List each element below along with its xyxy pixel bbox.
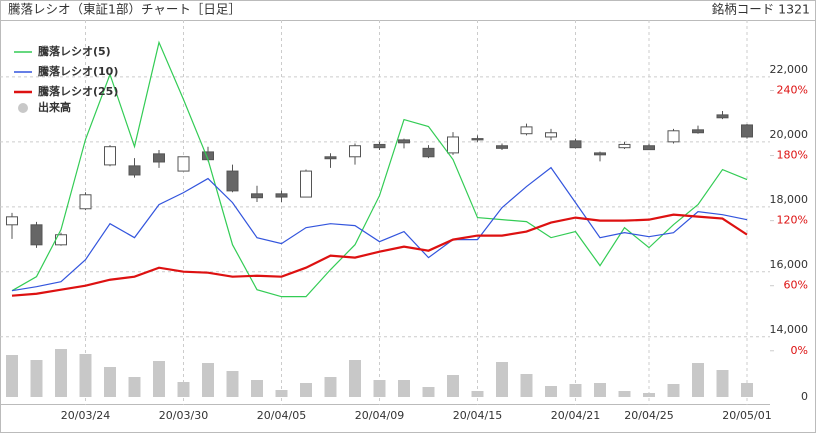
candle-body [569, 140, 582, 149]
y-tick-label: 18,000 [770, 193, 809, 206]
volume-bar [667, 384, 680, 397]
y-tick-label: 14,000 [770, 323, 809, 336]
x-tick-label: 20/04/15 [453, 409, 502, 422]
y2-tick-label: 180% [777, 149, 808, 162]
candle-body [594, 152, 606, 156]
y-tick-label: 16,000 [770, 258, 809, 271]
x-tick-label: 20/05/01 [722, 409, 771, 422]
volume-bar [545, 386, 557, 397]
code-label: 銘柄コード 1321 [712, 2, 810, 17]
x-tick-label: 20/03/24 [61, 409, 110, 422]
volume-tick-label: 0 [801, 390, 808, 403]
volume-bar [55, 349, 67, 397]
volume-bar [349, 360, 361, 397]
volume-bar [104, 367, 116, 397]
candle-body [643, 145, 655, 151]
candle-body [226, 170, 239, 192]
candle-body [177, 156, 190, 172]
y-tick-label: 20,000 [770, 128, 809, 141]
volume-bar [447, 375, 459, 397]
x-tick-label: 20/04/25 [624, 409, 673, 422]
volume-bar [422, 387, 435, 397]
volume-bar [128, 377, 141, 397]
candle-body [618, 143, 631, 149]
ratio-line [11, 213, 748, 297]
candle-body [275, 193, 288, 198]
volume-bar [594, 383, 606, 397]
volume-bar [324, 377, 337, 397]
volume-bar [202, 363, 214, 397]
chart-title: 騰落レシオ（東証1部）チャート［日足］ [8, 2, 241, 17]
candle-body [79, 194, 92, 210]
volume-bar [275, 390, 288, 397]
volume-bar [398, 380, 410, 397]
volume-bar [643, 393, 655, 397]
candle-body [6, 216, 18, 226]
x-tick-label: 20/04/21 [551, 409, 600, 422]
volume-bar [79, 354, 92, 397]
ratio-line [11, 40, 748, 298]
candle-body [716, 114, 729, 119]
legend-label: 騰落レシオ(25) [38, 84, 118, 98]
volume-bar [618, 391, 631, 397]
candle-body [373, 143, 386, 149]
volume-bar [177, 382, 190, 397]
legend-label: 騰落レシオ(10) [38, 64, 118, 78]
volume-bar [716, 370, 729, 397]
volume-bar [300, 383, 312, 397]
x-tick-label: 20/04/05 [257, 409, 306, 422]
candle-body [398, 139, 410, 144]
candle-body [30, 224, 43, 246]
candle-body [104, 146, 116, 166]
legend-label: 出来高 [38, 100, 71, 114]
volume-bar [153, 361, 165, 397]
legend-label: 騰落レシオ(5) [38, 44, 111, 58]
x-tick-label: 20/04/09 [355, 409, 404, 422]
volume-bar [373, 380, 386, 397]
candle-body [300, 170, 312, 198]
candle-body [128, 165, 141, 176]
volume-bar [741, 383, 753, 397]
volume-bar [496, 362, 508, 397]
y2-tick-label: 240% [777, 83, 808, 96]
volume-bar [226, 371, 239, 397]
ratio-line [11, 166, 748, 292]
x-tick-label: 20/03/30 [159, 409, 208, 422]
candle-body [324, 156, 337, 160]
candle-body [496, 145, 508, 149]
candle-body [667, 130, 680, 143]
volume-bar [520, 374, 533, 397]
y2-tick-label: 120% [777, 214, 808, 227]
legend-swatch [18, 103, 28, 113]
volume-bar [471, 391, 484, 397]
candle-body [520, 126, 533, 135]
candle-body [153, 153, 165, 163]
candle-body [692, 129, 704, 134]
y-tick-label: 22,000 [770, 63, 809, 76]
candle-body [349, 145, 361, 158]
volume-bar [251, 380, 263, 397]
y2-tick-label: 60% [784, 279, 808, 292]
candle-body [422, 147, 435, 158]
volume-bar [692, 363, 704, 397]
volume-bar [6, 355, 18, 397]
candle-body [545, 132, 557, 138]
candle-body [741, 124, 753, 138]
candle-body [447, 136, 459, 154]
volume-bar [569, 384, 582, 397]
volume-bar [30, 360, 43, 397]
y2-tick-label: 0% [791, 344, 808, 357]
candle-body [471, 138, 484, 141]
candle-body [251, 193, 263, 199]
